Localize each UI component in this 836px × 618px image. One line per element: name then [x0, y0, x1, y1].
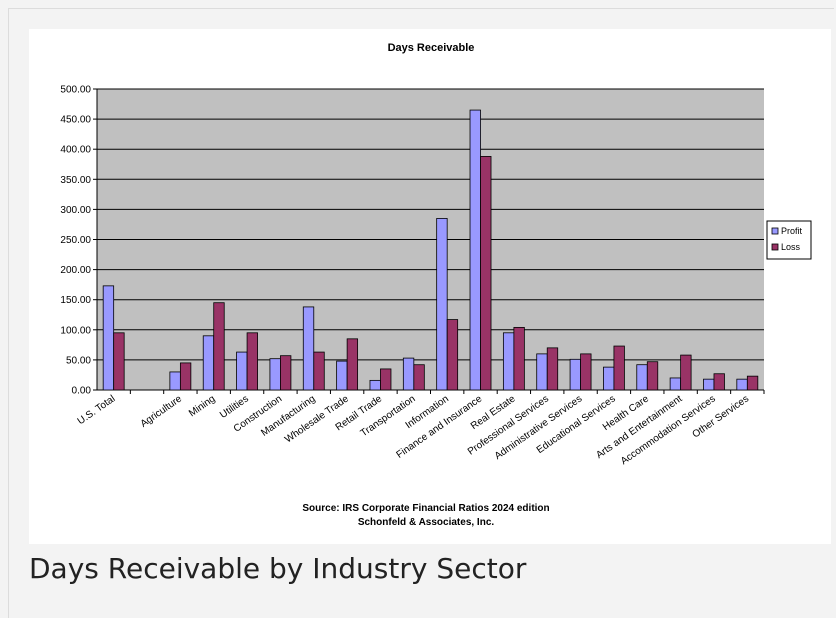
- bar-profit: [703, 378, 715, 391]
- bar-profit: [336, 360, 348, 391]
- y-tick-label: 400.00: [60, 145, 91, 156]
- legend-swatch-loss: [771, 243, 779, 251]
- bar-profit: [102, 285, 115, 391]
- y-tick-label: 500.00: [60, 85, 91, 96]
- y-tick-label: 450.00: [60, 115, 91, 126]
- bar-profit: [236, 351, 248, 391]
- y-tick-label: 300.00: [60, 205, 91, 216]
- bar-loss: [246, 332, 258, 391]
- bar-profit: [736, 378, 748, 391]
- legend-label-loss: Loss: [781, 242, 801, 252]
- y-tick-label: 100.00: [60, 325, 91, 336]
- bar-profit: [369, 379, 381, 391]
- legend: [766, 220, 812, 260]
- bar-loss: [413, 364, 425, 391]
- bar-profit: [603, 366, 615, 391]
- bar-profit: [669, 377, 682, 391]
- bar-profit: [202, 335, 215, 391]
- y-tick-label: 350.00: [60, 175, 91, 186]
- bar-loss: [613, 345, 625, 391]
- bar-profit: [569, 358, 581, 391]
- bar-loss: [580, 353, 592, 391]
- bar-loss: [313, 351, 325, 391]
- x-tick-label: U.S. Total: [76, 393, 118, 427]
- figure-caption: Days Receivable by Industry Sector: [29, 552, 527, 585]
- chart-title: Days Receivable: [388, 42, 475, 54]
- bar-profit: [302, 306, 315, 391]
- bar-profit: [436, 218, 448, 391]
- source-line-2: Schonfeld & Associates, Inc.: [358, 517, 495, 528]
- y-tick-label: 250.00: [60, 235, 91, 246]
- y-tick-label: 0.00: [72, 386, 92, 397]
- bar-loss: [680, 354, 692, 391]
- bar-profit: [536, 353, 548, 391]
- y-tick-label: 200.00: [60, 265, 91, 276]
- bar-profit: [636, 364, 648, 391]
- legend-label-profit: Profit: [781, 226, 803, 236]
- bar-loss: [513, 326, 525, 391]
- y-tick-label: 150.00: [60, 295, 91, 306]
- bar-profit: [269, 358, 281, 391]
- plot-area: 0.00 50.00 100.00 150.00 200.00 250.00 300.00 3…: [60, 85, 812, 467]
- bar-chart: Days Receivable 0.00 50.00 100.00 150.00 200…: [60, 42, 812, 528]
- bar-loss: [480, 156, 492, 391]
- y-tick-label: 50.00: [66, 355, 91, 366]
- bar-profit: [469, 109, 481, 391]
- source-line-1: Source: IRS Corporate Financial Ratios 2…: [302, 503, 549, 514]
- chart-area: Days Receivable 0.00 50.00 100.00 150.00 200…: [29, 29, 831, 544]
- bar-loss: [280, 355, 292, 391]
- bar-loss: [446, 319, 459, 391]
- bar-profit: [169, 371, 181, 391]
- bar-loss: [113, 332, 125, 391]
- bar-loss: [746, 375, 759, 391]
- bar-loss: [713, 373, 725, 391]
- bar-loss: [646, 361, 659, 391]
- bar-loss: [213, 302, 225, 391]
- bar-loss: [546, 347, 559, 391]
- bar-profit: [402, 357, 415, 391]
- x-tick-label: Mining: [187, 393, 217, 419]
- bar-loss: [179, 362, 192, 391]
- bar-profit: [502, 332, 515, 391]
- figure-frame: Days Receivable 0.00 50.00 100.00 150.00 200…: [8, 8, 834, 618]
- legend-swatch-profit: [771, 227, 779, 235]
- bar-loss: [380, 368, 392, 391]
- x-tick-label: Agriculture: [139, 393, 185, 430]
- bar-loss: [346, 338, 359, 391]
